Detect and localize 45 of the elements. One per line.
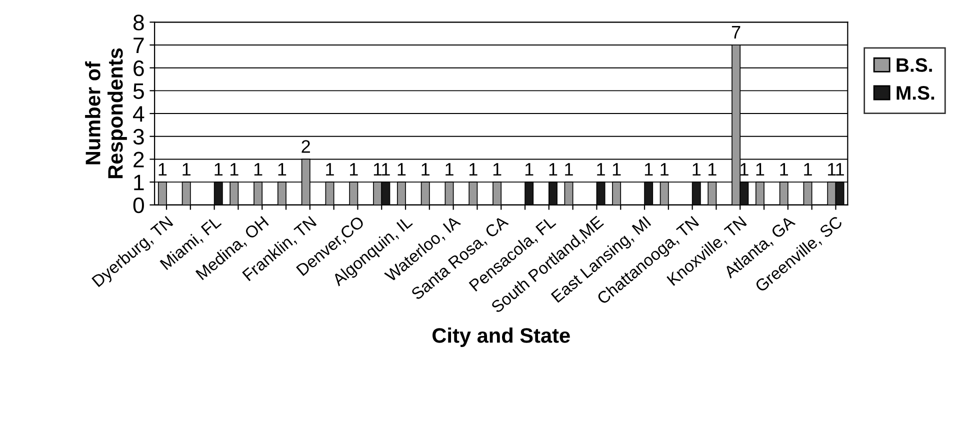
y-tick-label: 7 (134, 38, 144, 54)
data-label: 1 (804, 163, 812, 176)
data-label: 1 (326, 163, 334, 176)
data-label: 1 (740, 163, 748, 176)
data-label: 1 (644, 163, 653, 176)
data-label: 1 (493, 163, 502, 176)
data-label: 1 (565, 163, 573, 176)
data-label: 1 (214, 163, 223, 176)
data-label: 1 (525, 163, 534, 176)
y-tick-label: 5 (133, 83, 144, 99)
data-label: 1 (230, 163, 238, 176)
data-label: 1 (422, 163, 430, 176)
data-label: 1 (692, 163, 701, 176)
data-label: 1 (470, 163, 478, 176)
data-label: 1 (756, 163, 764, 176)
y-tick-label: 2 (134, 152, 144, 168)
data-label: 1 (780, 163, 788, 176)
data-label: 1 (398, 163, 406, 176)
data-label: 1 (828, 163, 836, 176)
data-label: 2 (302, 140, 310, 153)
data-label: 1 (549, 163, 558, 176)
data-label: 1 (612, 163, 621, 176)
data-label: 1 (708, 163, 716, 176)
data-label: 1 (254, 163, 262, 176)
y-tick-label: 8 (133, 14, 144, 30)
data-label: 1 (374, 163, 382, 176)
x-axis-title: City and State (432, 328, 570, 347)
y-tick-label: 0 (133, 197, 144, 214)
data-label: 1 (158, 163, 167, 176)
y-tick-label: 1 (134, 174, 144, 190)
legend-label: M.S. (896, 86, 934, 100)
y-tick-label: 4 (132, 106, 144, 122)
data-label: 1 (836, 163, 844, 176)
data-label: 1 (597, 163, 605, 176)
data-label: 7 (732, 26, 740, 38)
data-label: 1 (446, 163, 454, 176)
legend-label: B.S. (896, 58, 932, 72)
y-tick-label: 6 (134, 60, 144, 76)
data-label: 1 (660, 163, 668, 176)
data-label: 1 (382, 163, 390, 176)
data-label: 1 (350, 163, 358, 176)
data-label: 1 (278, 163, 286, 176)
y-tick-label: 3 (133, 128, 144, 145)
y-axis-title: Number of Respondents (85, 48, 127, 178)
data-label: 1 (182, 163, 190, 176)
